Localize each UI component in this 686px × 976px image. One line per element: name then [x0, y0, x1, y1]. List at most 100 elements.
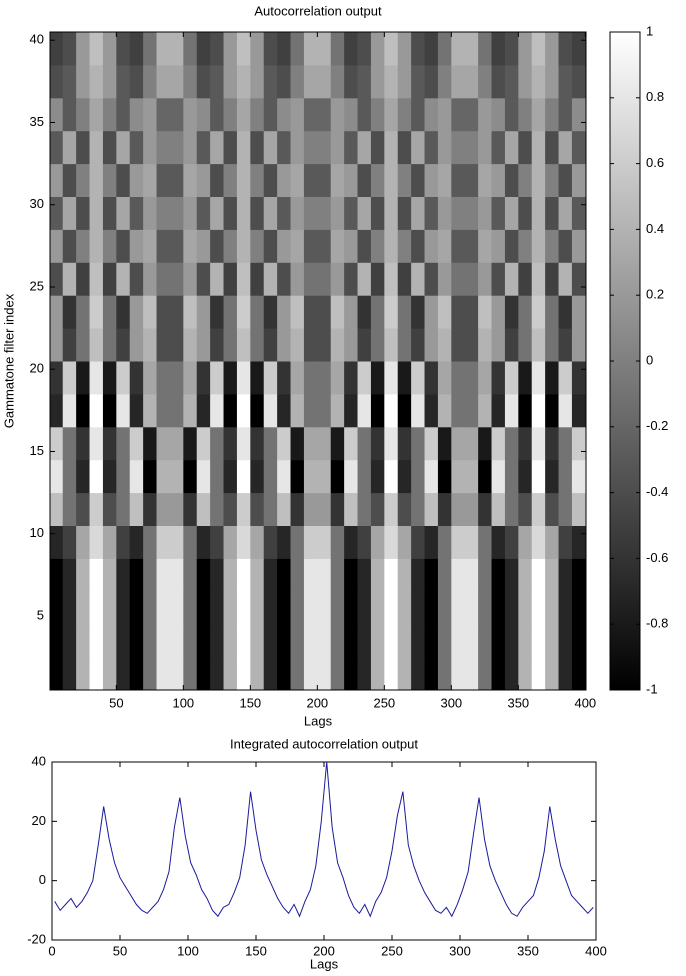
heatmap-cell — [263, 393, 278, 428]
heatmap-cell — [143, 229, 158, 263]
heatmap-cell — [518, 525, 533, 559]
heatmap-cell — [223, 229, 238, 263]
heatmap-cell — [424, 525, 439, 559]
heatmap-cell — [424, 196, 439, 230]
heatmap-cell — [89, 328, 104, 362]
heatmap-cell — [558, 459, 573, 494]
heatmap-cell — [437, 262, 452, 296]
heatmap-cell — [397, 492, 412, 526]
heatmap-cell — [478, 361, 493, 395]
heatmap-cell — [384, 196, 399, 230]
heatmap-cell — [317, 426, 332, 461]
heatmap-cell — [183, 328, 198, 362]
colorbar — [610, 32, 640, 690]
heatmap-cell — [397, 163, 412, 197]
heatmap-cell — [129, 459, 144, 494]
heatmap-cell — [424, 229, 439, 263]
heatmap-cell — [50, 426, 64, 461]
heatmap-cell — [491, 624, 506, 658]
heatmap-cell — [478, 196, 493, 230]
heatmap-cell — [478, 624, 493, 658]
heatmap-cell — [317, 32, 332, 66]
heatmap-cell — [451, 130, 466, 165]
heatmap-cell — [129, 97, 144, 132]
heatmap-cell — [531, 64, 546, 99]
colorbar-tick-label: 0.6 — [646, 155, 664, 170]
heatmap-cell — [236, 624, 251, 658]
heatmap-cell — [411, 426, 426, 461]
heatmap-cell — [504, 591, 519, 625]
heatmap-cell — [169, 295, 184, 329]
heatmap-cell — [76, 196, 91, 230]
heatmap-cell — [571, 64, 586, 99]
heatmap-cell — [384, 229, 399, 263]
heatmap-cell — [330, 361, 345, 395]
heatmap-cell — [89, 229, 104, 263]
heatmap-cell — [303, 426, 318, 461]
heatmap-cell — [518, 361, 533, 395]
heatmap-cell — [330, 393, 345, 428]
heatmap-cell — [50, 163, 64, 197]
heatmap-cell — [370, 229, 385, 263]
heatmap-cell — [504, 130, 519, 165]
heatmap-cell — [571, 558, 586, 592]
heatmap-cell — [397, 32, 412, 66]
heatmap-cell — [102, 32, 117, 66]
heatmap-cell — [102, 262, 117, 296]
heatmap-cell — [464, 262, 479, 296]
heatmap-cell — [89, 393, 104, 428]
heatmap-cell — [558, 591, 573, 625]
heatmap-cell — [277, 459, 292, 494]
heatmap-cell — [411, 558, 426, 592]
heatmap-cell — [545, 525, 560, 559]
heatmap-cell — [89, 163, 104, 197]
heatmap-cell — [169, 196, 184, 230]
heatmap-cell — [76, 657, 91, 690]
heatmap-cell — [424, 591, 439, 625]
heatmap-cell — [76, 97, 91, 132]
heatmap-cell — [545, 196, 560, 230]
heatmap-cell — [50, 262, 64, 296]
heatmap-cell — [491, 32, 506, 66]
heatmap-cell — [183, 459, 198, 494]
heatmap-title: Autocorrelation output — [254, 3, 382, 18]
heatmap-cell — [129, 163, 144, 197]
y-tick-label: 10 — [30, 525, 44, 540]
heatmap-cell — [504, 558, 519, 592]
heatmap-cell — [545, 229, 560, 263]
heatmap-cell — [50, 130, 64, 165]
heatmap-cell — [518, 657, 533, 690]
heatmap-cell — [290, 591, 305, 625]
heatmap-cell — [169, 558, 184, 592]
y-tick-label: 35 — [30, 114, 44, 129]
heatmap-cell — [263, 558, 278, 592]
heatmap-cell — [277, 558, 292, 592]
heatmap-cell — [223, 591, 238, 625]
y-tick-label: -20 — [27, 931, 46, 946]
heatmap-cell — [223, 262, 238, 296]
heatmap-cell — [397, 97, 412, 132]
heatmap-cell — [478, 328, 493, 362]
heatmap-cell — [169, 130, 184, 165]
heatmap-cell — [156, 657, 171, 690]
heatmap-cell — [277, 163, 292, 197]
heatmap-cell — [424, 624, 439, 658]
heatmap-cell — [451, 361, 466, 395]
heatmap-cell — [277, 32, 292, 66]
heatmap-cell — [384, 361, 399, 395]
heatmap-cell — [545, 262, 560, 296]
heatmap-cell — [210, 591, 225, 625]
y-axis-label: Gammatone filter index — [1, 293, 16, 428]
heatmap-cell — [62, 657, 77, 690]
heatmap-cell — [290, 328, 305, 362]
heatmap-cell — [277, 492, 292, 526]
heatmap-cell — [62, 393, 77, 428]
heatmap-cell — [384, 262, 399, 296]
heatmap-cell — [89, 459, 104, 494]
heatmap-cell — [290, 426, 305, 461]
heatmap-cell — [236, 97, 251, 132]
heatmap-cell — [437, 558, 452, 592]
heatmap-cell — [116, 32, 131, 66]
heatmap-cell — [277, 393, 292, 428]
heatmap-cell — [250, 426, 265, 461]
